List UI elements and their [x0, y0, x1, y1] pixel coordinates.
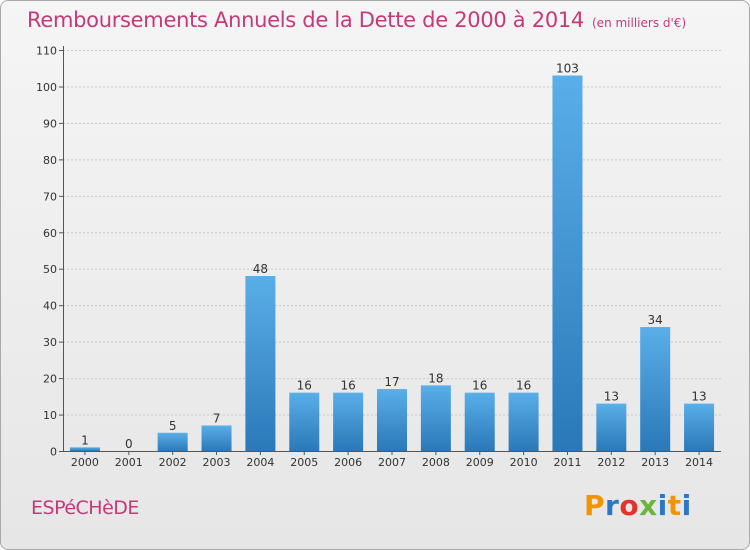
y-tick-label: 0	[50, 446, 57, 459]
data-label: 16	[340, 379, 355, 393]
bar	[552, 75, 583, 451]
bar	[596, 403, 627, 451]
data-label: 13	[691, 390, 706, 404]
data-label: 13	[604, 390, 619, 404]
data-label: 7	[213, 411, 221, 425]
bars	[69, 75, 715, 451]
y-tick-label: 60	[43, 227, 57, 240]
data-label: 16	[516, 379, 531, 393]
y-tick-label: 90	[43, 117, 57, 130]
x-tick-label: 2006	[334, 456, 362, 469]
x-tick-label: 2014	[685, 456, 713, 469]
data-label: 1	[81, 433, 89, 447]
labels: 2000 1 2001 0 2002 5 2003 7 2004 48 2005 16 2006 16 20…	[71, 62, 713, 469]
x-tick-label: 2012	[597, 456, 625, 469]
logo-letter: o	[619, 489, 640, 522]
bar	[157, 432, 188, 451]
y-tick-label: 20	[43, 373, 57, 386]
data-label: 17	[384, 375, 399, 389]
logo-letter: i	[657, 489, 668, 522]
logo-letter: x	[639, 489, 658, 522]
x-tick-label: 2011	[553, 456, 581, 469]
bar	[684, 403, 715, 451]
chart-title: Remboursements Annuels de la Dette de 20…	[27, 8, 686, 32]
bar	[464, 392, 495, 451]
bar	[201, 425, 232, 451]
data-label: 0	[125, 437, 133, 451]
bar	[245, 276, 276, 451]
bar	[640, 327, 671, 451]
bar	[420, 385, 451, 451]
x-tick-label: 2003	[203, 456, 231, 469]
bar	[333, 392, 364, 451]
bar	[69, 447, 100, 451]
x-tick-label: 2007	[378, 456, 406, 469]
y-tick-label: 50	[43, 263, 57, 276]
y-tick-label: 70	[43, 190, 57, 203]
data-label: 5	[169, 419, 177, 433]
x-tick-label: 2002	[159, 456, 187, 469]
y-tick-label: 30	[43, 336, 57, 349]
bar	[289, 392, 320, 451]
x-tick-label: 2010	[510, 456, 538, 469]
data-label: 103	[556, 62, 579, 76]
x-tick-label: 2008	[422, 456, 450, 469]
y-tick-label: 80	[43, 154, 57, 167]
logo-letter: i	[681, 489, 692, 522]
y-tick-label: 100	[36, 81, 57, 94]
y-tick-label: 110	[36, 45, 57, 58]
grid-lines	[63, 50, 721, 416]
data-label: 18	[428, 371, 443, 385]
logo-letter: r	[605, 489, 620, 522]
place-name: ESPéCHèDE	[31, 497, 139, 519]
x-tick-label: 2004	[246, 456, 274, 469]
x-tick-label: 2009	[466, 456, 494, 469]
bar	[508, 392, 539, 451]
x-tick-label: 2000	[71, 456, 99, 469]
data-label: 34	[648, 313, 663, 327]
chart-title-text: Remboursements Annuels de la Dette de 20…	[27, 8, 584, 32]
y-tick-label: 40	[43, 300, 57, 313]
logo-letter: P	[584, 489, 606, 522]
bar	[377, 389, 407, 451]
logo-letter: t	[667, 489, 682, 522]
proxiti-logo: Proxiti	[584, 489, 692, 522]
x-tick-label: 2013	[641, 456, 669, 469]
y-tick-label: 10	[43, 409, 57, 422]
data-label: 16	[297, 379, 312, 393]
chart-subtitle: (en milliers d'€)	[592, 16, 687, 30]
data-label: 48	[253, 262, 268, 276]
x-tick-label: 2001	[115, 456, 143, 469]
data-label: 16	[472, 379, 487, 393]
x-tick-label: 2005	[290, 456, 318, 469]
